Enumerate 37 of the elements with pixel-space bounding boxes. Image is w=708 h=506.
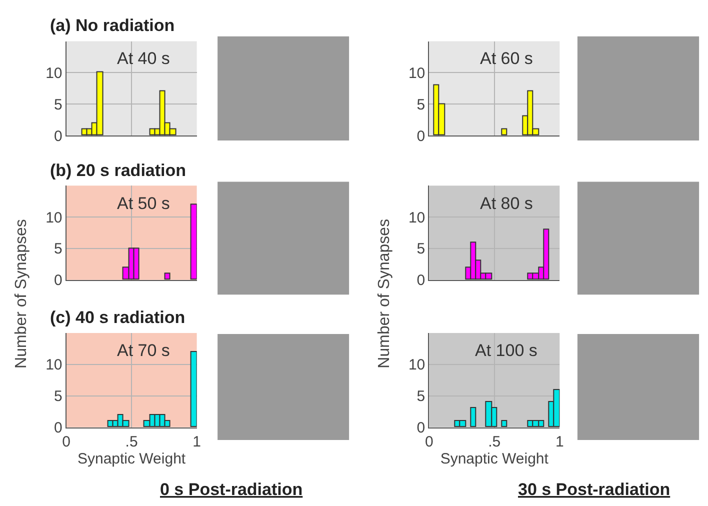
text: 0 s Post-radiation bbox=[160, 480, 303, 499]
y-axis-title: Number of Synapses bbox=[376, 218, 393, 368]
y-tick-label: 0 bbox=[416, 420, 426, 437]
x-tick-label: 1 bbox=[555, 433, 564, 450]
y-tick-label: 0 bbox=[54, 272, 62, 290]
y-tick-label: 5 bbox=[54, 96, 62, 114]
annotation: At 40 s bbox=[117, 49, 170, 68]
annotation: At 50 s bbox=[117, 194, 170, 213]
y-tick-label: 10 bbox=[46, 356, 62, 374]
y-tick-label: 10 bbox=[408, 356, 426, 374]
y-tick-label: 0 bbox=[416, 272, 426, 290]
y-tick-label: 5 bbox=[416, 388, 426, 406]
y-tick-label: 10 bbox=[46, 209, 62, 226]
y-tick-label: 5 bbox=[54, 240, 62, 258]
annotation: At 60 s bbox=[480, 49, 533, 68]
y-tick-label: 0 bbox=[54, 420, 62, 437]
chart-title: (c) 40 s radiation bbox=[50, 308, 186, 327]
x-axis-title: Synaptic Weight bbox=[440, 450, 550, 468]
x-tick-label: .5 bbox=[125, 433, 138, 450]
x-tick-label: 1 bbox=[192, 433, 201, 450]
y-tick-label: 5 bbox=[416, 240, 426, 258]
y-tick-label: 10 bbox=[408, 64, 426, 82]
y-tick-label: 10 bbox=[46, 64, 62, 82]
annotation: At 80 s bbox=[480, 194, 533, 213]
y-tick-label: 0 bbox=[54, 128, 62, 145]
text: 30 s Post-radiation bbox=[518, 480, 670, 499]
y-tick-label: 0 bbox=[416, 128, 426, 145]
y-tick-label: 5 bbox=[54, 388, 62, 406]
chart-title: (b) 20 s radiation bbox=[50, 161, 186, 180]
annotation: At 100 s bbox=[475, 341, 538, 360]
y-axis-title: Number of Synapses bbox=[13, 219, 30, 368]
chart-title: (a) No radiation bbox=[50, 16, 175, 35]
y-tick-label: 10 bbox=[408, 209, 426, 226]
x-tick-label: .5 bbox=[488, 433, 501, 450]
y-tick-label: 5 bbox=[416, 96, 426, 114]
annotation: At 70 s bbox=[117, 341, 170, 360]
x-axis-title: Synaptic Weight bbox=[77, 450, 186, 468]
